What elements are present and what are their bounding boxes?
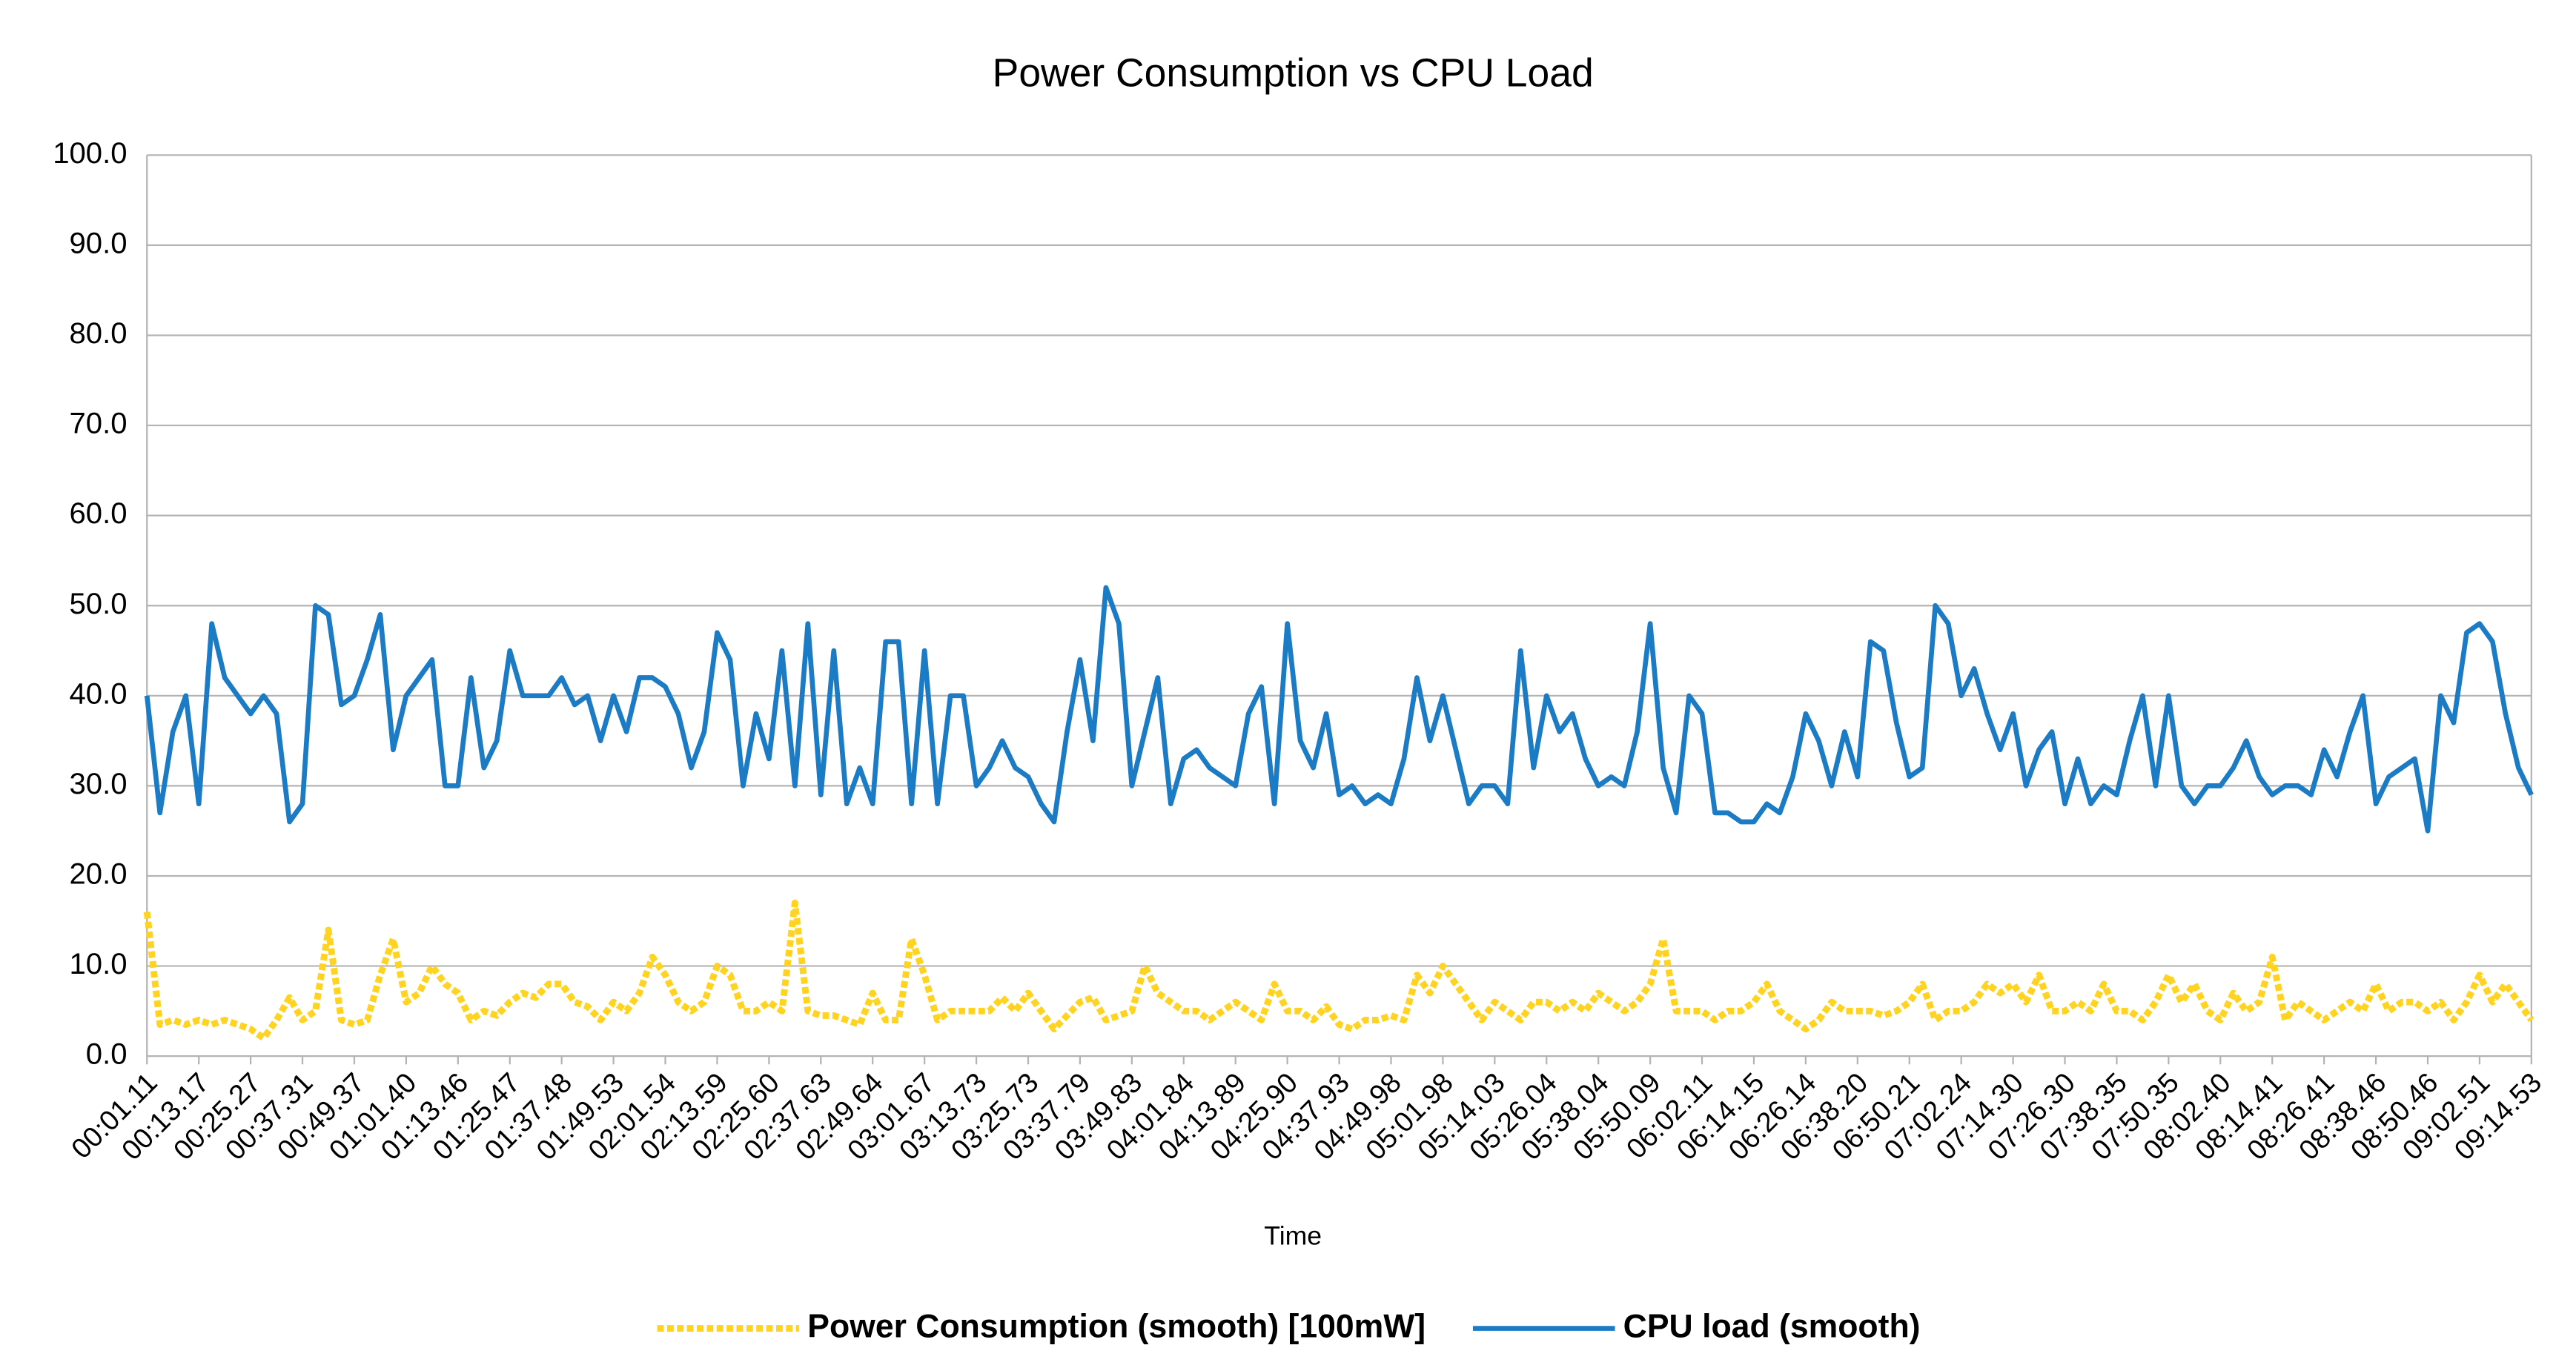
legend-label: Power Consumption (smooth) [100mW] (807, 1308, 1426, 1344)
y-tick-label: 100.0 (53, 137, 127, 170)
y-tick-label: 60.0 (69, 497, 127, 530)
y-tick-label: 40.0 (69, 677, 127, 710)
x-axis-label: Time (1264, 1221, 1322, 1250)
series-line (143, 899, 2534, 1042)
y-tick-label: 70.0 (69, 408, 127, 440)
y-tick-label: 0.0 (86, 1038, 128, 1071)
series-line (144, 585, 2534, 834)
legend-label: CPU load (smooth) (1623, 1308, 1921, 1344)
y-tick-label: 30.0 (69, 768, 127, 800)
y-tick-label: 20.0 (69, 858, 127, 891)
y-tick-label: 50.0 (69, 588, 127, 620)
y-tick-label: 90.0 (69, 227, 127, 259)
y-tick-label: 10.0 (69, 948, 127, 980)
y-tick-label: 80.0 (69, 317, 127, 350)
chart-title: Power Consumption vs CPU Load (993, 52, 1594, 96)
